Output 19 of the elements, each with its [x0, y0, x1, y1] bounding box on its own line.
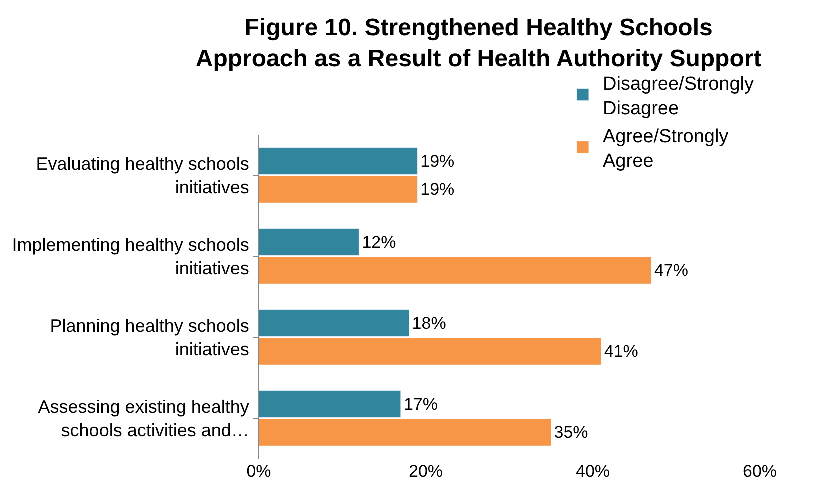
y-tick-label: Assessing existing healthy schools activities and… [38, 397, 250, 440]
legend-label: Agree/Strongly Agree [603, 126, 730, 172]
data-label: 12% [362, 232, 396, 252]
x-tick-label: 40% [576, 462, 610, 481]
data-label: 18% [412, 314, 446, 333]
data-label: 17% [404, 394, 438, 414]
y-tick-label: Planning healthy schools initiatives [50, 316, 250, 360]
chart-title: Figure 10. Strengthened Healthy Schools Approach as a Result of Health Authority Support [196, 14, 762, 72]
data-label: 19% [420, 152, 455, 171]
y-tick-label: Implementing healthy schools initiatives [12, 235, 250, 278]
data-label: 35% [554, 423, 588, 442]
data-label: 47% [654, 261, 688, 280]
legend-label: Disagree/Strongly Disagree [603, 74, 755, 120]
x-tick-label: 0% [246, 462, 272, 481]
data-label: 19% [420, 180, 455, 200]
y-tick-label: Evaluating healthy schools initiatives [36, 154, 250, 198]
data-label: 41% [604, 342, 638, 362]
x-tick-label: 60% [742, 462, 778, 481]
x-tick-label: 20% [408, 462, 444, 481]
